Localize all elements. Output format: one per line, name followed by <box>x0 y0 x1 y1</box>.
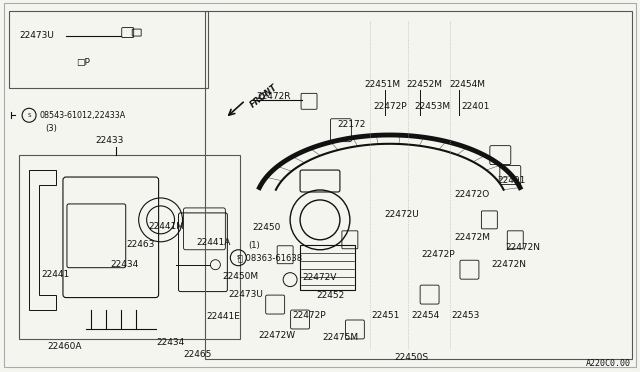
Text: 22454M: 22454M <box>449 80 486 89</box>
Text: 22434: 22434 <box>111 260 139 269</box>
Text: 22433: 22433 <box>96 136 124 145</box>
Text: 22472N: 22472N <box>506 243 540 252</box>
Text: 22452: 22452 <box>316 291 344 300</box>
Text: 22472P: 22472P <box>422 250 455 259</box>
Text: 22472O: 22472O <box>454 190 490 199</box>
Text: S: S <box>28 113 31 118</box>
Text: 22460A: 22460A <box>47 342 81 351</box>
Text: FRONT: FRONT <box>248 83 279 110</box>
Text: 22463: 22463 <box>127 240 155 249</box>
Text: 22465: 22465 <box>184 350 212 359</box>
Text: 22472W: 22472W <box>258 331 295 340</box>
Bar <box>205 11 632 359</box>
Text: 22453M: 22453M <box>415 102 451 111</box>
Text: 22472R: 22472R <box>256 92 291 101</box>
Text: 22450M: 22450M <box>222 272 259 281</box>
Text: 22454: 22454 <box>412 311 440 320</box>
Text: 22450S: 22450S <box>395 353 429 362</box>
Text: 22434: 22434 <box>157 338 185 347</box>
Text: 22472P: 22472P <box>374 102 408 111</box>
Text: 22472P: 22472P <box>292 311 326 320</box>
Text: S: S <box>237 255 240 260</box>
Bar <box>300 245 355 290</box>
Text: □P: □P <box>76 58 90 67</box>
Text: 22450: 22450 <box>252 223 280 232</box>
Bar <box>9 11 209 89</box>
Text: (3): (3) <box>45 124 57 133</box>
Text: 22401: 22401 <box>497 176 525 185</box>
Text: 22401: 22401 <box>461 102 490 111</box>
Text: 22472M: 22472M <box>454 233 490 242</box>
Text: 08543-61012,22433A: 08543-61012,22433A <box>39 111 125 120</box>
Text: 22441: 22441 <box>41 270 69 279</box>
Text: 22452M: 22452M <box>406 80 443 89</box>
Text: 22472U: 22472U <box>385 211 419 219</box>
Text: 22475M: 22475M <box>322 333 358 342</box>
Text: 22441E: 22441E <box>207 312 240 321</box>
Text: 22453: 22453 <box>451 311 480 320</box>
Text: 22172: 22172 <box>337 120 365 129</box>
Text: A220C0.00: A220C0.00 <box>586 359 631 368</box>
Text: 22441M: 22441M <box>148 222 185 231</box>
Text: 22473U: 22473U <box>228 290 263 299</box>
Text: 22472V: 22472V <box>302 273 337 282</box>
Text: 22451M: 22451M <box>365 80 401 89</box>
Text: Ⓢ 08363-61638: Ⓢ 08363-61638 <box>238 253 303 262</box>
Text: 22473U: 22473U <box>19 31 54 40</box>
Text: (1): (1) <box>248 241 260 250</box>
Text: 22451: 22451 <box>372 311 400 320</box>
Text: 22472N: 22472N <box>492 260 526 269</box>
Bar <box>19 155 240 339</box>
Text: 22441A: 22441A <box>196 238 231 247</box>
